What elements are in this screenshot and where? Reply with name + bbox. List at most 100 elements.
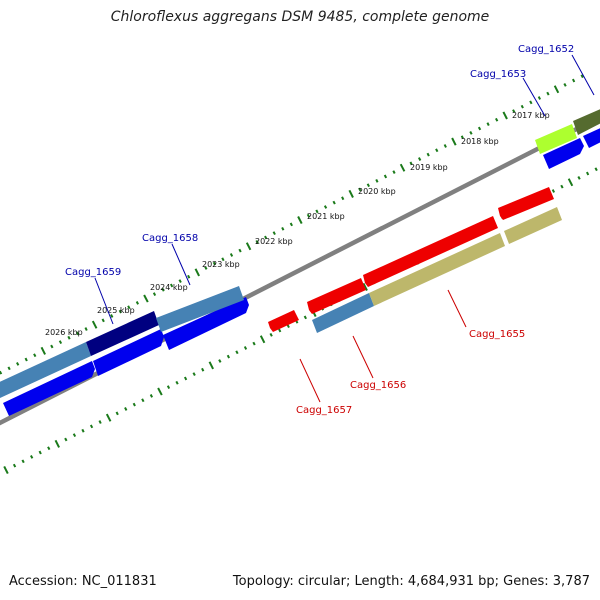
minor-tick: [281, 226, 285, 231]
reverse-cds-arrow[interactable]: [268, 310, 299, 332]
minor-tick: [221, 257, 225, 262]
minor-tick: [358, 187, 362, 192]
genome-summary-text: Topology: circular; Length: 4,684,931 bp…: [232, 574, 590, 589]
major-tick: [245, 242, 252, 251]
major-tick: [91, 320, 98, 329]
minor-tick: [585, 171, 590, 176]
minor-tick: [264, 235, 268, 240]
outer-tick-row: [0, 74, 584, 375]
major-tick: [567, 178, 574, 187]
gene-block-cagg-1656[interactable]: [312, 293, 374, 333]
scale-label: 2019 kbp: [410, 163, 448, 172]
scale-label: 2018 kbp: [461, 137, 499, 146]
gene-block-cagg-1659[interactable]: [0, 342, 91, 398]
minor-tick: [110, 314, 114, 318]
scale-label: 2017 kbp: [512, 111, 550, 120]
forward-gene-row: [0, 107, 600, 398]
major-tick: [399, 163, 406, 172]
minor-tick: [323, 205, 328, 209]
minor-tick: [409, 161, 413, 166]
scale-label: 2022 kbp: [255, 237, 293, 246]
gene-label-top[interactable]: Cagg_1653: [470, 69, 526, 80]
gene-label-bottom[interactable]: Cagg_1656: [350, 380, 406, 391]
forward-cds-arrow[interactable]: [583, 126, 600, 148]
minor-tick: [84, 327, 88, 331]
gene-label-top[interactable]: Cagg_1659: [65, 267, 121, 278]
genome-backbone: [0, 114, 600, 426]
reverse-gene-row: [312, 207, 562, 333]
forward-cds-arrow[interactable]: [543, 138, 584, 169]
minor-tick: [252, 341, 256, 346]
gene-block-cagg-1652[interactable]: [573, 107, 600, 135]
major-tick: [348, 189, 354, 198]
minor-tick: [169, 283, 174, 288]
minor-tick: [21, 459, 25, 464]
minor-tick: [67, 335, 71, 340]
forward-cds-arrow[interactable]: [3, 361, 95, 416]
minor-tick: [47, 446, 51, 451]
gene-block-cagg-1658[interactable]: [156, 286, 244, 332]
scale-labels: 2017 kbp 2018 kbp 2019 kbp 2020 kbp 2021…: [45, 111, 550, 337]
minor-tick: [218, 359, 222, 363]
minor-tick: [124, 407, 128, 411]
major-tick: [194, 268, 200, 277]
gene-block-cagg-1659-navy[interactable]: [86, 311, 159, 356]
minor-tick: [580, 74, 584, 79]
gene-label-top[interactable]: Cagg_1652: [518, 44, 574, 55]
gene-label-bottom[interactable]: Cagg_1655: [469, 329, 525, 340]
minor-tick: [24, 357, 28, 362]
minor-tick: [243, 346, 248, 350]
minor-tick: [30, 455, 34, 459]
minor-tick: [278, 328, 282, 333]
gene-labels: Cagg_1652 Cagg_1653 Cagg_1658 Cagg_1659 …: [65, 44, 574, 416]
gene-block-cagg-1653[interactable]: [535, 124, 577, 154]
minor-tick: [64, 437, 68, 442]
minor-tick: [341, 196, 345, 201]
reverse-cds-arrow[interactable]: [498, 187, 554, 220]
gene-label-bottom[interactable]: Cagg_1657: [296, 405, 352, 416]
minor-tick: [115, 411, 119, 416]
reverse-cds-arrow[interactable]: [363, 216, 498, 287]
minor-tick: [255, 239, 259, 244]
major-tick: [297, 216, 303, 225]
gene-block-cagg-1654[interactable]: [504, 207, 562, 244]
minor-tick: [426, 152, 430, 157]
major-tick: [553, 85, 560, 94]
minor-tick: [98, 420, 102, 424]
minor-tick: [512, 109, 516, 113]
minor-tick: [235, 350, 239, 355]
minor-tick: [212, 261, 217, 266]
minor-tick: [366, 183, 370, 188]
minor-tick: [546, 91, 550, 96]
gene-block-cagg-1655[interactable]: [369, 233, 505, 306]
minor-tick: [89, 424, 94, 429]
minor-tick: [161, 287, 165, 292]
scale-label: 2020 kbp: [358, 187, 396, 196]
minor-tick: [418, 157, 422, 161]
forward-cds-arrow[interactable]: [93, 329, 164, 376]
reverse-cds-row: [268, 187, 554, 332]
minor-tick: [477, 126, 482, 131]
minor-tick: [226, 354, 231, 359]
minor-tick: [272, 231, 276, 236]
major-tick: [54, 439, 60, 448]
minor-tick: [289, 222, 293, 227]
major-tick: [3, 465, 9, 475]
minor-tick: [443, 144, 447, 148]
minor-tick: [187, 274, 191, 279]
minor-tick: [332, 200, 336, 205]
minor-tick: [72, 433, 77, 438]
minor-tick: [118, 309, 122, 314]
scale-label: 2026 kbp: [45, 328, 83, 337]
major-tick: [451, 137, 457, 146]
minor-tick: [383, 174, 388, 179]
minor-tick: [551, 189, 555, 193]
major-tick: [208, 361, 214, 370]
minor-tick: [183, 376, 188, 381]
forward-cds-arrow[interactable]: [163, 297, 249, 350]
major-tick: [259, 335, 266, 344]
scale-label: 2024 kbp: [150, 283, 188, 292]
minor-tick: [58, 340, 63, 345]
reverse-cds-arrow[interactable]: [307, 278, 366, 314]
gene-label-top[interactable]: Cagg_1658: [142, 233, 198, 244]
